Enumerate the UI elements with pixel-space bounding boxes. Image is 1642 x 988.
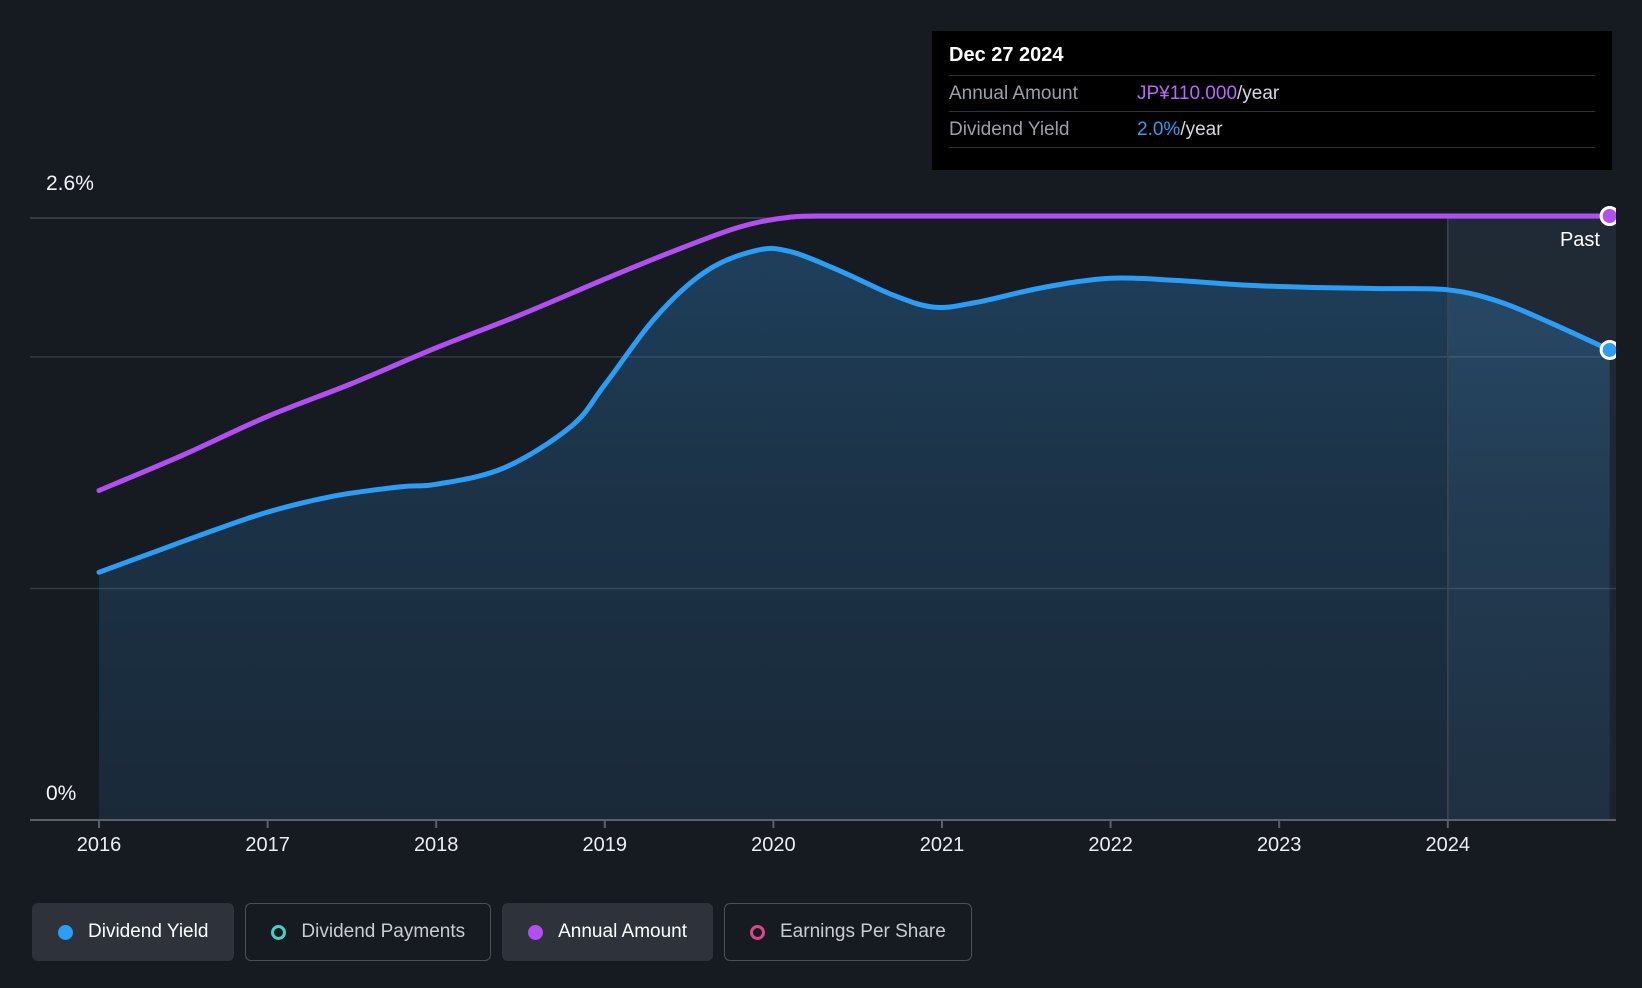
legend-label: Dividend Payments [301,921,466,942]
tooltip-value-annual-amount: JP¥110.000 [1137,82,1238,104]
legend-toggle-dividend-payments[interactable]: Dividend Payments [245,903,492,961]
past-label: Past [1559,229,1600,251]
legend-toggle-dividend-yield[interactable]: Dividend Yield [32,903,235,961]
y-axis-label-top: 2.6% [46,172,94,195]
tooltip-suffix: /year [1180,118,1223,140]
earnings-per-share-ring-icon [750,924,765,940]
x-axis-label: 2024 [1425,834,1471,856]
annual-amount-line [96,213,1613,493]
tooltip-row-dividend-yield: Dividend Yield 2.0%/year [949,111,1595,148]
annual-amount-dot-icon [528,924,544,940]
tooltip-date: Dec 27 2024 [949,44,1064,66]
y-axis-label-zero: 0% [46,782,77,805]
chart-legend: Dividend Yield Dividend Payments Annual … [32,903,972,961]
dividend-payments-ring-icon [271,924,287,940]
legend-toggle-earnings-per-share[interactable]: Earnings Per Share [724,903,972,961]
tooltip-label: Dividend Yield [949,118,1070,140]
x-axis-label: 2021 [919,834,965,856]
x-axis-label: 2020 [751,834,796,856]
x-axis-label: 2018 [413,834,459,856]
legend-label: Dividend Yield [88,921,209,942]
legend-toggle-annual-amount[interactable]: Annual Amount [502,903,713,961]
dividend-yield-dot-icon [58,924,73,940]
tooltip-suffix: /year [1237,82,1280,104]
legend-label: Earnings Per Share [780,921,946,942]
legend-label: Annual Amount [558,921,687,942]
annual-amount-endpoint-marker [1599,206,1616,226]
dividend-yield-area-fill [99,248,1610,820]
x-axis-label: 2022 [1088,834,1133,856]
tooltip-label: Annual Amount [949,82,1078,104]
tooltip-value-dividend-yield: 2.0% [1137,118,1181,140]
x-axis-ticks [98,820,1449,828]
x-axis-label: 2019 [582,834,628,856]
x-axis-label: 2017 [245,834,290,856]
x-axis-label: 2016 [76,834,122,856]
dividend-yield-endpoint-marker [1599,339,1616,360]
x-axis-label: 2023 [1256,834,1302,856]
dividend-yield-line [96,245,1613,575]
tooltip-row-annual-amount: Annual Amount JP¥110.000/year [949,75,1595,111]
past-highlight-band [1447,218,1616,820]
chart-tooltip: Dec 27 2024 Annual Amount JP¥110.000/yea… [932,31,1612,170]
